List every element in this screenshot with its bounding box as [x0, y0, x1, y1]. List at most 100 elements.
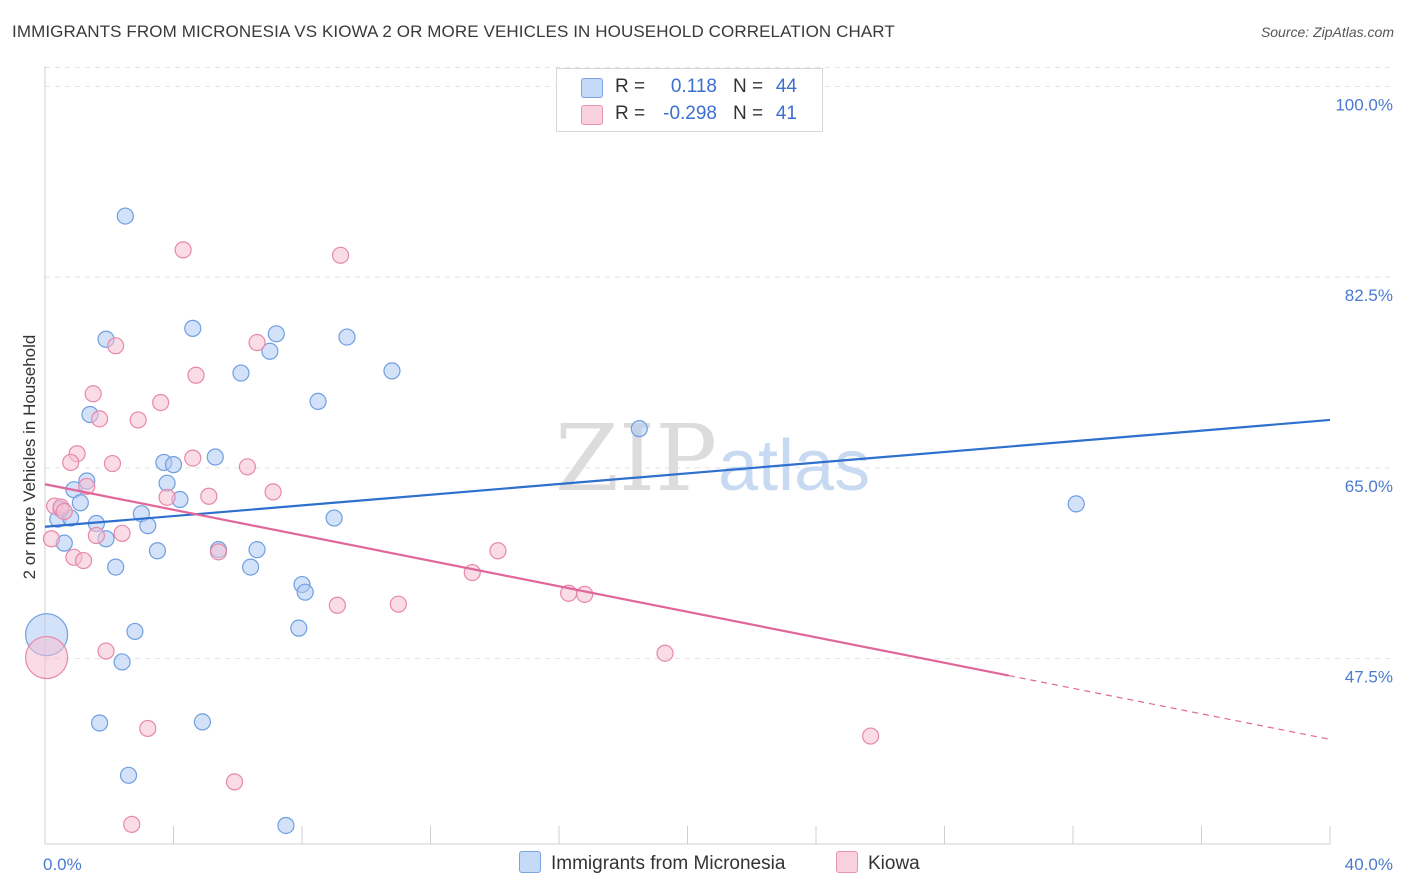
data-point-kiowa [200, 487, 218, 505]
data-point-micronesia [91, 714, 109, 732]
data-point-micronesia [193, 713, 212, 731]
tick-labels: 47.5% 65.0% 82.5% 100.0% 0.0% 40.0% [43, 95, 1393, 874]
legend-n-label: N = [733, 76, 764, 97]
data-point-micronesia [309, 392, 327, 411]
bottom-legend-label: Immigrants from Micronesia [551, 853, 786, 874]
data-point-micronesia [338, 328, 356, 346]
data-point-micronesia [232, 364, 250, 382]
data-point-micronesia [261, 342, 279, 360]
data-point-micronesia [242, 558, 260, 576]
trend-lines [44, 418, 1331, 740]
watermark: ZIP atlas [555, 405, 870, 512]
data-point-kiowa [87, 526, 106, 545]
data-point-kiowa [152, 393, 170, 412]
y-tick-label: 47.5% [1345, 668, 1393, 687]
data-point-kiowa [84, 385, 102, 403]
data-point-micronesia [277, 816, 295, 835]
series-micronesia [25, 207, 1085, 835]
x-tick-label: 40.0% [1345, 855, 1393, 874]
stats-legend: R = 0.118 N = 44 R = -0.298 N = 41 [556, 68, 823, 132]
legend-item-kiowa: Kiowa [836, 851, 920, 875]
data-point-micronesia [267, 325, 285, 343]
legend-r-value: 0.118 [670, 76, 717, 97]
data-point-kiowa [62, 453, 80, 472]
data-point-kiowa [576, 585, 594, 603]
bottom-legend-label: Kiowa [868, 853, 920, 874]
data-point-kiowa [97, 642, 115, 660]
data-point-micronesia [119, 766, 138, 784]
data-point-kiowa [55, 502, 73, 521]
data-point-micronesia [630, 420, 648, 438]
data-point-kiowa [129, 411, 147, 429]
data-point-kiowa [123, 815, 141, 833]
data-point-micronesia [164, 456, 183, 474]
source-note: Source: ZipAtlas.com [1260, 24, 1394, 40]
grid-lines [45, 66, 1395, 660]
data-point-micronesia [325, 509, 343, 527]
data-point-kiowa [209, 543, 228, 561]
watermark-atlas: atlas [718, 426, 870, 506]
legend-row-kiowa: R = -0.298 N = 41 [557, 102, 822, 128]
legend-r-label: R = [615, 76, 646, 97]
legend-r-value: -0.298 [663, 103, 717, 124]
y-tick-label: 65.0% [1345, 477, 1393, 496]
data-point-kiowa [328, 596, 346, 614]
legend-n-value: 44 [775, 76, 797, 97]
data-point-kiowa [42, 530, 61, 548]
legend-n-label: N = [733, 103, 764, 124]
legend-n-value: 41 [775, 103, 797, 124]
data-point-kiowa [174, 241, 192, 259]
data-point-kiowa [862, 727, 880, 745]
data-point-micronesia [296, 583, 314, 601]
data-point-micronesia [206, 448, 224, 466]
legend-row-micronesia: R = 0.118 N = 44 [557, 75, 822, 101]
data-point-kiowa [139, 719, 157, 738]
data-point-kiowa [389, 595, 407, 613]
trend-line-kiowa-dashed [1008, 674, 1331, 740]
data-point-micronesia [126, 622, 144, 641]
data-point-micronesia [290, 619, 308, 637]
bottom-legend-swatch-blue [519, 851, 541, 873]
trend-line-micronesia [44, 418, 1331, 528]
chart-title: IMMIGRANTS FROM MICRONESIA VS KIOWA 2 OR… [12, 22, 895, 41]
data-point-kiowa [331, 246, 350, 264]
axes [44, 66, 1331, 845]
data-point-kiowa [264, 483, 282, 501]
data-point-micronesia [1067, 495, 1085, 513]
data-point-kiowa [91, 410, 109, 428]
y-axis-label: 2 or more Vehicles in Household [20, 335, 39, 580]
data-point-kiowa [489, 542, 507, 560]
data-point-micronesia [107, 558, 125, 576]
x-tick-label: 0.0% [43, 855, 82, 874]
series-kiowa [25, 241, 880, 833]
data-point-micronesia [248, 541, 266, 559]
legend-r-label: R = [615, 103, 646, 124]
y-tick-label: 82.5% [1345, 286, 1393, 305]
data-point-micronesia [71, 494, 89, 512]
data-point-kiowa [78, 477, 96, 496]
legend-swatch-pink [581, 105, 603, 125]
data-point-kiowa [187, 366, 205, 384]
trend-line-kiowa [44, 483, 1009, 677]
data-point-kiowa [103, 454, 122, 473]
data-point-kiowa [656, 644, 674, 662]
data-point-kiowa [74, 551, 93, 570]
data-point-kiowa [158, 488, 176, 506]
data-point-micronesia [184, 319, 202, 337]
data-point-micronesia [139, 517, 157, 535]
legend-swatch-blue [581, 78, 603, 98]
data-point-kiowa [248, 333, 266, 352]
data-point-micronesia [148, 542, 167, 560]
bottom-legend-swatch-pink [836, 851, 858, 873]
data-point-kiowa [107, 337, 125, 355]
data-point-micronesia [383, 362, 401, 380]
data-point-kiowa [113, 524, 131, 542]
data-point-kiowa [238, 458, 256, 476]
data-point-micronesia [116, 207, 134, 225]
data-point-kiowa [25, 635, 69, 680]
data-point-kiowa [184, 449, 202, 467]
y-tick-label: 100.0% [1335, 95, 1393, 114]
data-point-micronesia [113, 653, 131, 671]
data-point-kiowa [225, 773, 244, 791]
